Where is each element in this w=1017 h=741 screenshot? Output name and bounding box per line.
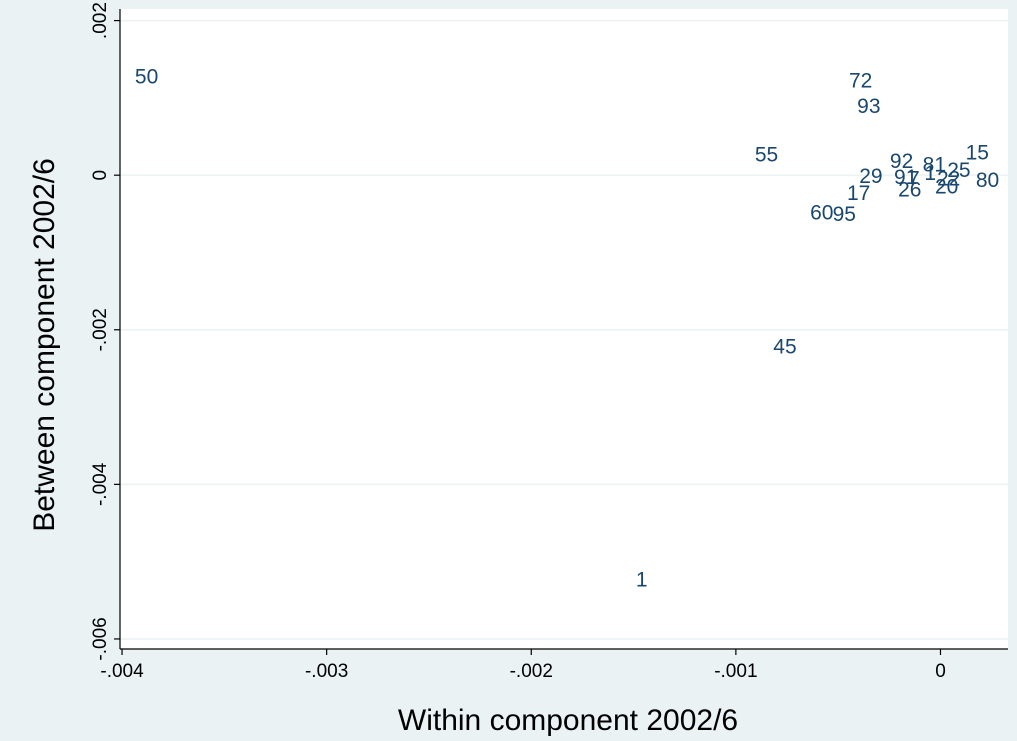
data-point-label: 17 bbox=[847, 182, 870, 205]
data-point-label: 55 bbox=[755, 144, 778, 167]
data-point-label: 95 bbox=[833, 203, 856, 226]
data-point-label: 50 bbox=[135, 66, 158, 89]
x-tick-label: -.002 bbox=[510, 661, 553, 682]
grid-lines bbox=[120, 19, 1008, 640]
y-tick-label: 0 bbox=[90, 170, 111, 181]
data-point-label: 81 bbox=[923, 154, 946, 177]
x-tick-label: -.003 bbox=[305, 661, 348, 682]
plot-area bbox=[120, 9, 1008, 649]
x-tick-label: -.004 bbox=[100, 661, 144, 682]
data-point-label: 1 bbox=[924, 162, 936, 185]
y-tick-label: .002 bbox=[90, 2, 111, 39]
data-point-label: 20 bbox=[935, 175, 958, 198]
data-point-label: 72 bbox=[849, 69, 872, 92]
y-tick-label: -.004 bbox=[90, 462, 111, 506]
y-tick-label: -.002 bbox=[90, 308, 111, 351]
data-point-label: 1 bbox=[636, 569, 648, 592]
data-point-label: 22 bbox=[937, 168, 960, 191]
data-point-label: 80 bbox=[976, 169, 999, 192]
data-point-label: 29 bbox=[859, 165, 882, 188]
data-point-label: 91 bbox=[894, 166, 917, 189]
data-point-label: 7 bbox=[908, 168, 920, 191]
data-point-label: 25 bbox=[947, 159, 970, 182]
data-point-label: 26 bbox=[898, 178, 921, 201]
y-axis-title: Between component 2002/6 bbox=[28, 158, 61, 532]
x-axis-title: Within component 2002/6 bbox=[398, 704, 738, 737]
data-point-label: 93 bbox=[857, 95, 880, 118]
data-point-label: 92 bbox=[890, 150, 913, 173]
x-tick-label: -.001 bbox=[714, 661, 757, 682]
data-point-label: 15 bbox=[966, 141, 989, 164]
x-tick-label: 0 bbox=[935, 661, 946, 682]
data-point-label: 45 bbox=[773, 335, 796, 358]
data-point-label: 60 bbox=[810, 202, 833, 225]
y-tick-label: -.006 bbox=[90, 617, 111, 660]
